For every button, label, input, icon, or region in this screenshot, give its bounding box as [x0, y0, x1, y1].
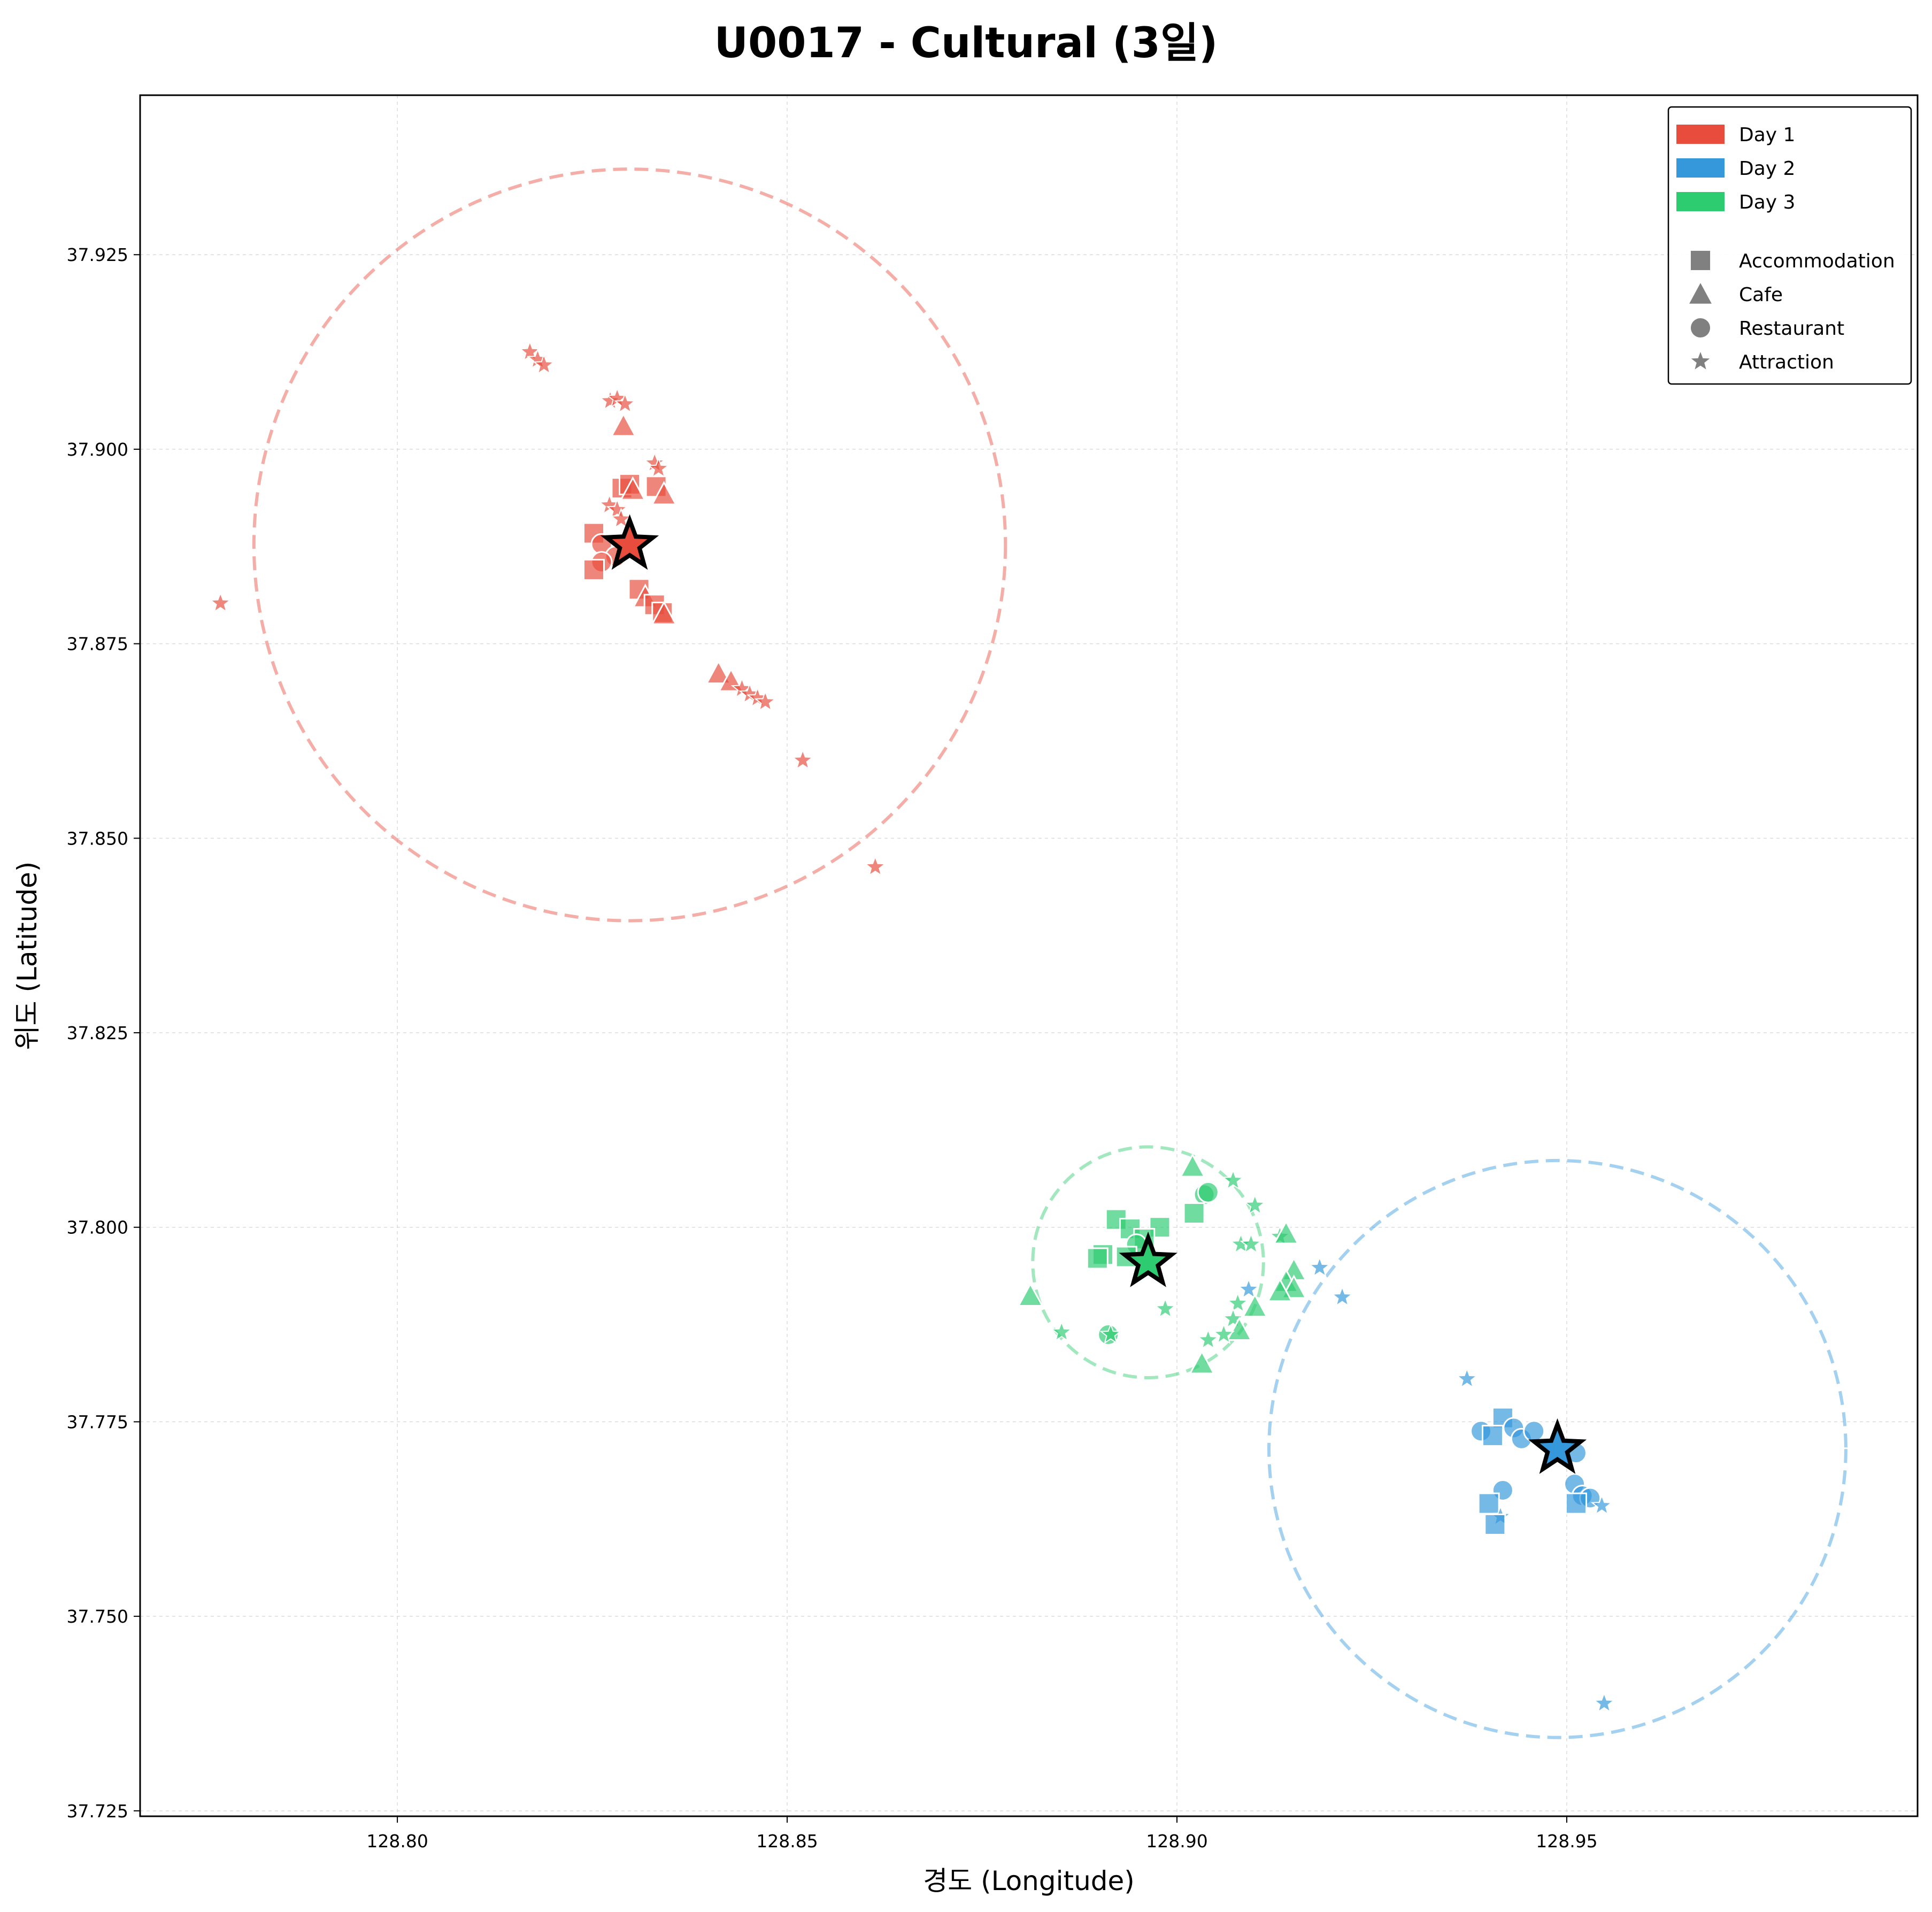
- legend-label-day-1: Day 1: [1739, 124, 1795, 146]
- day-1-cafe-point: [619, 476, 646, 501]
- day-1-attraction-point: [606, 498, 629, 520]
- day-1-attraction-point: [864, 855, 887, 877]
- x-tick-label: 128.80: [366, 1831, 428, 1852]
- y-tick-label: 37.775: [67, 1411, 128, 1432]
- day-2-accommodation-point: [1484, 1513, 1506, 1535]
- day-1-center-star: [600, 514, 659, 570]
- day-3-accommodation-point: [1086, 1247, 1109, 1270]
- y-tick-label: 37.800: [67, 1217, 128, 1238]
- legend-label-day-3: Day 3: [1739, 191, 1795, 213]
- day-3-attraction-point: [1197, 1328, 1220, 1350]
- day-1-attraction-point: [610, 508, 633, 529]
- day-2-radius-circle: [1267, 1158, 1848, 1739]
- chart-title: U0017 - Cultural (3일): [714, 19, 1218, 67]
- day-center-stars: [600, 514, 1587, 1474]
- axis-ticks: 128.80 128.85 128.90 128.95 37.725 37.750 37.7…: [67, 244, 1598, 1852]
- day-3-attraction-point: [1099, 1323, 1122, 1345]
- day-2-accommodation-point: [1481, 1425, 1504, 1447]
- legend-swatch-day-1: [1676, 125, 1725, 144]
- day-2-attraction-point: [1456, 1367, 1479, 1389]
- day-1-attraction-point: [647, 457, 670, 479]
- day-1-attraction-point: [791, 748, 814, 770]
- legend-marker-accommodation: [1690, 250, 1711, 271]
- y-tick-label: 37.925: [67, 244, 128, 265]
- day-3-attraction-point: [1243, 1194, 1266, 1215]
- day-2-attraction-point: [1331, 1285, 1353, 1307]
- day-3-accommodation-point: [1183, 1202, 1205, 1225]
- legend-marker-restaurant: [1690, 318, 1711, 338]
- day-1-attraction-point: [209, 592, 232, 613]
- y-tick-label: 37.875: [67, 634, 128, 655]
- day-2-attraction-point: [1593, 1692, 1615, 1713]
- legend-label-day-2: Day 2: [1739, 158, 1795, 180]
- legend-swatch-day-3: [1676, 192, 1725, 211]
- day-1-accommodation-point: [582, 558, 605, 581]
- legend-box: [1667, 106, 1912, 385]
- day-3-cafe-point: [1242, 1293, 1268, 1318]
- day-1-attraction-point: [754, 690, 777, 712]
- day-1-cafe-point: [610, 412, 637, 437]
- day-1-attraction-point: [533, 353, 556, 375]
- legend-marker-attraction: [1691, 352, 1710, 370]
- day-2-accommodation-point: [1477, 1492, 1500, 1515]
- day-2-center-star: [1528, 1418, 1587, 1474]
- day-3-cafe-point: [1189, 1350, 1215, 1375]
- legend-label-restaurant: Restaurant: [1739, 318, 1844, 340]
- y-tick-label: 37.825: [67, 1023, 128, 1043]
- day-2-accommodation-point: [1565, 1492, 1587, 1515]
- day-2-attraction-point: [1308, 1256, 1331, 1277]
- day-2-restaurant-point: [1523, 1420, 1545, 1442]
- day-3-attraction-point: [1222, 1307, 1244, 1329]
- day-3-attraction-point: [1050, 1320, 1073, 1342]
- day-2-attraction-point: [1237, 1278, 1260, 1299]
- day-3-cafe-point: [1266, 1277, 1293, 1302]
- day-radius-circles: [252, 167, 1848, 1739]
- day-2-attraction-point: [1590, 1494, 1613, 1516]
- day-1-cafe-point: [651, 601, 678, 625]
- y-tick-label: 37.725: [67, 1801, 128, 1822]
- legend-label-accommodation: Accommodation: [1739, 250, 1895, 272]
- plot-points: [209, 340, 1615, 1713]
- day-3-attraction-point: [1222, 1169, 1244, 1191]
- day-3-cafe-point: [1179, 1153, 1206, 1178]
- day-1-cafe-point: [705, 659, 732, 685]
- day-1-attraction-point: [613, 392, 636, 414]
- day-3-center-star: [1119, 1231, 1177, 1287]
- plot-frame: [139, 94, 1919, 1817]
- y-tick-label: 37.850: [67, 828, 128, 849]
- day-3-attraction-point: [1212, 1323, 1235, 1345]
- legend: Day 1 Day 2 Day 3 Accommodation Cafe Restaura…: [1667, 106, 1912, 385]
- y-tick-label: 37.900: [67, 439, 128, 460]
- x-tick-label: 128.85: [756, 1831, 818, 1852]
- day-3-cafe-point: [1281, 1274, 1307, 1299]
- y-axis-label: 위도 (Latitude): [12, 862, 43, 1050]
- day-3-attraction-point: [1154, 1297, 1176, 1319]
- x-axis-label: 경도 (Longitude): [923, 1865, 1135, 1896]
- legend-marker-cafe: [1689, 283, 1712, 304]
- x-tick-label: 128.95: [1536, 1831, 1597, 1852]
- day-3-restaurant-point: [1197, 1181, 1219, 1203]
- day-3-cafe-point: [1226, 1316, 1253, 1341]
- legend-label-attraction: Attraction: [1739, 351, 1834, 373]
- x-tick-label: 128.90: [1146, 1831, 1207, 1852]
- legend-label-cafe: Cafe: [1739, 284, 1783, 306]
- day-1-radius-circle: [252, 167, 1007, 923]
- grid-lines: [140, 95, 1918, 1816]
- y-tick-label: 37.750: [67, 1606, 128, 1627]
- day-3-attraction-point: [1226, 1292, 1249, 1314]
- day-3-cafe-point: [1273, 1220, 1299, 1245]
- legend-swatch-day-2: [1676, 158, 1725, 178]
- day-3-attraction-point: [1240, 1232, 1263, 1254]
- day-3-cafe-point: [1017, 1282, 1044, 1307]
- day-1-cafe-point: [651, 481, 678, 505]
- day-3-radius-circle: [1031, 1145, 1265, 1379]
